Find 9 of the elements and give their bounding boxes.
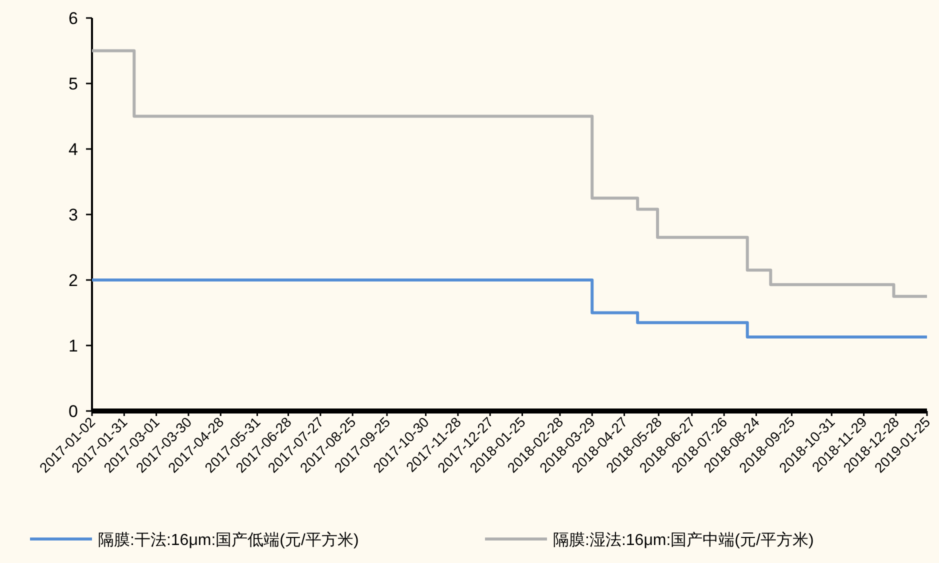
y-tick-label: 4 xyxy=(68,140,78,159)
y-tick-label: 2 xyxy=(68,271,78,290)
y-tick-label: 5 xyxy=(68,74,78,94)
y-tick-label: 0 xyxy=(68,402,78,421)
y-tick-label: 3 xyxy=(68,206,78,224)
legend-label: 隔膜:干法:16μm:国产低端(元/平方米) xyxy=(98,531,359,549)
y-tick-label: 1 xyxy=(68,336,78,356)
y-tick-label: 6 xyxy=(68,9,78,28)
legend-label: 隔膜:湿法:16μm:国产中端(元/平方米) xyxy=(553,531,814,549)
